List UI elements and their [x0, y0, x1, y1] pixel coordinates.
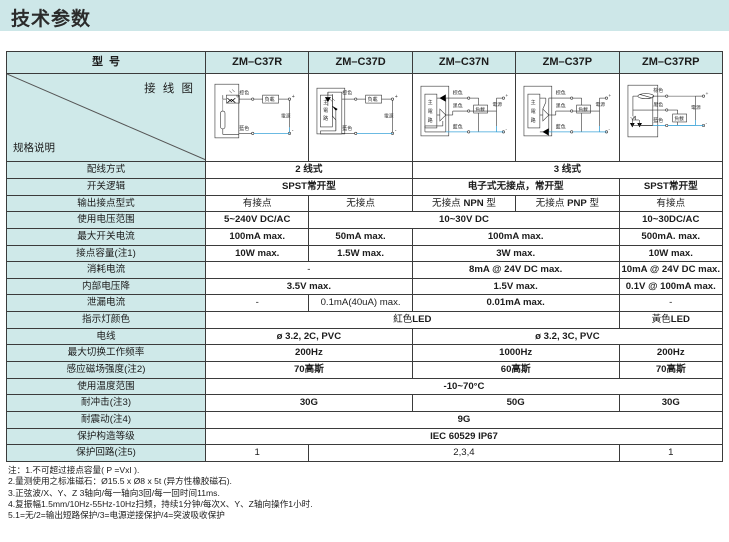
svg-text:負載: 負載 — [368, 96, 378, 103]
svg-text:+: + — [505, 94, 508, 99]
svg-text:棕色: 棕色 — [453, 90, 463, 97]
svg-text:+: + — [609, 94, 612, 99]
svg-text:電: 電 — [427, 109, 432, 115]
svg-text:-: - — [292, 128, 294, 134]
svg-text:路: 路 — [427, 117, 432, 124]
svg-text:+: + — [395, 94, 398, 100]
svg-text:-: - — [705, 121, 707, 126]
svg-text:藍色: 藍色 — [556, 123, 566, 130]
svg-text:負載: 負載 — [674, 115, 684, 122]
svg-text:-: - — [395, 128, 397, 134]
svg-text:黑色: 黑色 — [556, 103, 566, 110]
svg-text:電: 電 — [324, 108, 329, 114]
svg-text:負載: 負載 — [475, 106, 485, 113]
svg-text:棕色: 棕色 — [343, 90, 353, 97]
svg-text:-: - — [505, 128, 507, 133]
svg-text:負載: 負載 — [579, 106, 589, 113]
svg-text:藍色: 藍色 — [343, 125, 353, 132]
svg-text:電源: 電源 — [492, 101, 502, 108]
svg-text:+: + — [292, 94, 295, 100]
svg-text:電源: 電源 — [691, 104, 701, 111]
svg-text:主: 主 — [427, 99, 432, 106]
svg-text:電源: 電源 — [596, 101, 606, 108]
svg-text:+: + — [705, 92, 708, 97]
svg-text:藍色: 藍色 — [453, 123, 463, 130]
svg-text:黑色: 黑色 — [453, 103, 463, 110]
svg-text:電源: 電源 — [384, 112, 394, 119]
svg-text:路: 路 — [324, 115, 329, 122]
svg-text:-: - — [609, 128, 611, 133]
svg-text:電: 電 — [531, 109, 536, 115]
svg-text:路: 路 — [531, 117, 536, 124]
svg-text:棕色: 棕色 — [653, 87, 663, 94]
svg-text:黑色: 黑色 — [653, 102, 663, 109]
svg-text:藍色: 藍色 — [239, 125, 249, 132]
svg-text:棕色: 棕色 — [556, 90, 566, 97]
svg-text:藍色: 藍色 — [653, 117, 663, 124]
svg-text:電源: 電源 — [281, 112, 291, 119]
svg-text:棕色: 棕色 — [239, 90, 249, 97]
svg-text:主: 主 — [531, 99, 536, 106]
svg-text:負載: 負載 — [265, 96, 275, 103]
